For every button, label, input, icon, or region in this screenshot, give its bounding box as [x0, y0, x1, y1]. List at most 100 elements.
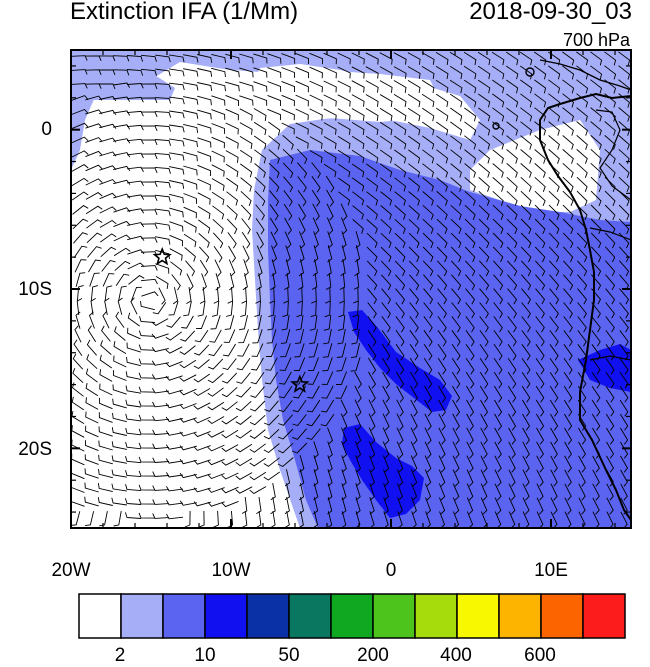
- wind-barb: [295, 122, 309, 135]
- wind-barb: [169, 124, 185, 133]
- wind-barb: [140, 300, 155, 311]
- wind-barb: [562, 162, 574, 178]
- wind-barb: [480, 497, 488, 515]
- wind-barb: [295, 52, 309, 64]
- colorbar-swatch-1: [78, 593, 122, 639]
- wind-barb: [310, 300, 317, 318]
- wind-barb: [548, 246, 560, 263]
- wind-barb: [84, 468, 99, 479]
- wind-barb: [278, 400, 293, 413]
- wind-barb: [491, 65, 505, 80]
- wind-barb: [521, 288, 532, 305]
- wind-barb: [394, 163, 407, 178]
- wind-barb: [140, 265, 158, 271]
- wind-barb: [408, 205, 420, 220]
- wind-barb: [437, 343, 447, 361]
- wind-barb: [354, 371, 362, 389]
- wind-barb: [85, 137, 103, 143]
- wind-barb: [451, 371, 461, 389]
- wind-barb: [410, 483, 418, 501]
- wind-barb: [281, 122, 295, 135]
- wind-barb: [450, 204, 462, 220]
- wind-barb: [479, 344, 489, 361]
- wind-barb: [152, 485, 170, 491]
- wind-barb: [154, 152, 172, 160]
- wind-barb: [369, 469, 375, 487]
- wind-barb: [576, 51, 589, 66]
- wind-barb: [85, 164, 103, 172]
- wind-barb: [253, 95, 268, 106]
- wind-barb: [211, 95, 226, 106]
- wind-barb: [351, 108, 365, 121]
- wind-barb: [323, 315, 332, 331]
- wind-barb: [138, 330, 156, 337]
- wind-barb: [225, 300, 234, 317]
- wind-barb: [254, 163, 266, 178]
- wind-barb: [464, 246, 476, 263]
- wind-barb: [169, 110, 185, 119]
- wind-barb: [421, 66, 435, 79]
- wind-barb: [395, 288, 406, 305]
- wind-barb: [577, 274, 588, 291]
- wind-barb: [436, 218, 448, 234]
- wind-barb: [225, 67, 240, 78]
- wind-barb: [183, 123, 199, 133]
- wind-barb: [229, 273, 235, 291]
- wind-barb: [354, 413, 362, 431]
- wind-barb: [225, 94, 239, 106]
- wind-barb: [183, 137, 198, 148]
- wind-barb: [282, 148, 294, 164]
- wind-barb: [563, 288, 574, 305]
- wind-barb: [619, 344, 629, 361]
- wind-barb: [128, 275, 145, 285]
- wind-barb: [590, 176, 602, 192]
- wind-barb: [379, 80, 393, 93]
- wind-barb: [507, 357, 517, 375]
- wind-barb: [308, 357, 319, 372]
- wind-barb: [183, 233, 197, 248]
- wind-barb: [369, 497, 375, 515]
- wind-barb: [380, 246, 392, 263]
- wind-barb: [125, 385, 141, 394]
- wind-barb: [437, 357, 447, 375]
- wind-barb: [549, 371, 559, 389]
- wind-barb: [507, 330, 517, 347]
- wind-barb: [71, 122, 89, 130]
- wind-barb: [354, 441, 362, 459]
- wind-barb: [355, 497, 361, 515]
- wind-barb: [222, 343, 236, 357]
- wind-barb: [506, 121, 519, 136]
- lon-label-0: 0: [385, 560, 397, 581]
- wind-barb: [241, 497, 248, 514]
- wind-barb: [407, 66, 421, 79]
- wind-barb: [240, 204, 252, 221]
- extinction-50-200-patch-east: [578, 344, 631, 392]
- wind-barb: [590, 135, 602, 150]
- wind-barb: [281, 53, 296, 64]
- wind-barb: [285, 245, 291, 263]
- wind-barb: [269, 204, 279, 221]
- wind-barb: [604, 135, 616, 150]
- wind-barb: [267, 108, 281, 121]
- wind-barb: [450, 246, 462, 263]
- wind-barb: [590, 232, 602, 249]
- wind-barb: [165, 375, 183, 381]
- wind-barb: [563, 316, 573, 333]
- wind-barb: [71, 396, 85, 411]
- wind-barb: [337, 329, 346, 345]
- wind-barb: [125, 413, 141, 422]
- wind-barb: [369, 483, 375, 501]
- wind-barb: [620, 483, 628, 501]
- wind-barb: [291, 442, 308, 454]
- wind-barb: [337, 314, 346, 331]
- wind-barb: [311, 176, 321, 193]
- wind-barb: [179, 403, 197, 410]
- wind-barb: [268, 300, 275, 318]
- wind-barb: [368, 371, 377, 389]
- wind-barb: [507, 316, 517, 333]
- wind-barb: [605, 399, 615, 417]
- wind-barb: [449, 51, 463, 66]
- wind-barb: [492, 260, 504, 277]
- wind-barb: [165, 416, 183, 423]
- wind-barb: [209, 329, 222, 343]
